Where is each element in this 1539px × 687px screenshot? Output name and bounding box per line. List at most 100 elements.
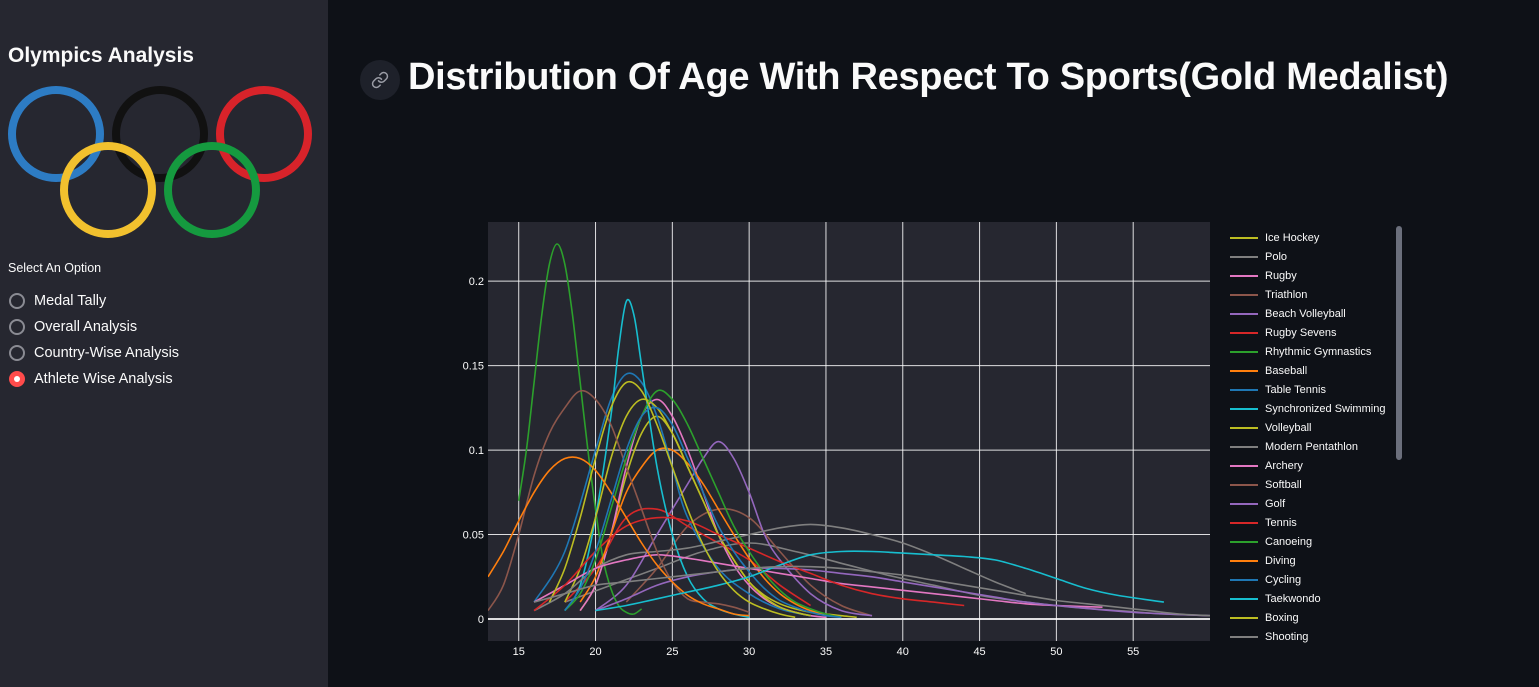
radio-circle-icon[interactable] [9,345,25,361]
legend-item[interactable]: Volleyball [1230,418,1395,437]
legend-label: Synchronized Swimming [1265,402,1386,415]
legend-label: Golf [1265,497,1286,510]
ring-yellow [60,142,156,238]
legend-swatch [1230,635,1258,638]
legend-item[interactable]: Shooting [1230,627,1395,646]
option-radio-group: Medal Tally Overall Analysis Country-Wise … [9,288,179,392]
legend-swatch [1230,559,1258,562]
legend-item[interactable]: Rugby [1230,266,1395,285]
x-tick-label: 40 [897,646,909,658]
legend-item[interactable]: Archery [1230,456,1395,475]
legend-swatch [1230,369,1258,372]
legend-item[interactable]: Canoeing [1230,532,1395,551]
legend-swatch [1230,293,1258,296]
legend-swatch [1230,445,1258,448]
legend-swatch [1230,502,1258,505]
legend-swatch [1230,255,1258,258]
x-tick-label: 20 [589,646,601,658]
x-tick-label: 45 [973,646,985,658]
radio-option[interactable]: Overall Analysis [9,314,179,340]
x-tick-label: 50 [1050,646,1062,658]
legend-scrollbar[interactable] [1396,226,1402,460]
legend-swatch [1230,350,1258,353]
legend-label: Rhythmic Gymnastics [1265,345,1372,358]
legend-item[interactable]: Tennis [1230,513,1395,532]
link-icon [371,71,389,89]
legend-label: Table Tennis [1265,383,1326,396]
legend-item[interactable]: Synchronized Swimming [1230,399,1395,418]
legend-label: Volleyball [1265,421,1312,434]
series-line-table-tennis [533,372,811,617]
series-line-beach-volleyball [594,440,873,617]
legend-label: Canoeing [1265,535,1313,548]
radio-option-label: Country-Wise Analysis [34,345,180,361]
chart-legend[interactable]: Ice Hockey Polo Rugby Triathlon Beach Volley… [1230,228,1395,646]
series-line-diving [488,456,750,617]
ring-black [112,86,208,182]
radio-option[interactable]: Athlete Wise Analysis [9,366,179,392]
legend-label: Baseball [1265,364,1308,377]
legend-item[interactable]: Table Tennis [1230,380,1395,399]
legend-item[interactable]: Taekwondo [1230,589,1395,608]
y-tick-label: 0.15 [463,361,484,373]
radio-circle-icon[interactable] [9,371,25,387]
y-tick-label: 0.1 [469,445,484,457]
plot-area [488,222,1210,641]
legend-item[interactable]: Rugby Sevens [1230,323,1395,342]
legend-item[interactable]: Boxing [1230,608,1395,627]
series-line-boxing [548,380,796,619]
legend-item[interactable]: Beach Volleyball [1230,304,1395,323]
ring-green [164,142,260,238]
legend-item[interactable]: Cycling [1230,570,1395,589]
legend-item[interactable]: Triathlon [1230,285,1395,304]
legend-item[interactable]: Baseball [1230,361,1395,380]
x-tick-label: 15 [513,646,525,658]
legend-swatch [1230,312,1258,315]
x-tick-label: 25 [666,646,678,658]
series-line-canoeing [564,389,842,619]
legend-swatch [1230,407,1258,410]
olympic-rings-logo [8,86,312,238]
radio-option-label: Medal Tally [34,293,107,309]
series-line-cycling [564,406,842,619]
legend-label: Modern Pentathlon [1265,440,1358,453]
series-line-rhythmic-gymnastics [517,243,643,615]
legend-label: Shooting [1265,630,1309,643]
page-title: Distribution Of Age With Respect To Spor… [408,56,1449,98]
legend-swatch [1230,331,1258,334]
age-distribution-chart[interactable]: 15 20 25 30 35 40 45 50 55 0 0.05 0.1 0.15 0.2 [440,210,1220,658]
series-line-synchronized-swimming [564,298,750,619]
legend-swatch [1230,540,1258,543]
ring-red [216,86,312,182]
y-tick-label: 0 [478,614,484,626]
legend-swatch [1230,483,1258,486]
legend-item[interactable]: Golf [1230,494,1395,513]
radio-circle-icon[interactable] [9,293,25,309]
radio-circle-icon[interactable] [9,319,25,335]
series-line-archery [533,553,1103,608]
legend-label: Triathlon [1265,288,1308,301]
legend-item[interactable]: Ice Hockey [1230,228,1395,247]
radio-option-label: Overall Analysis [34,319,138,335]
legend-label: Archery [1265,459,1303,472]
legend-label: Diving [1265,554,1296,567]
radio-option[interactable]: Country-Wise Analysis [9,340,179,366]
series-line-shooting [533,565,1210,617]
select-option-label: Select An Option [8,261,102,275]
legend-item[interactable]: Softball [1230,475,1395,494]
legend-item[interactable]: Diving [1230,551,1395,570]
radio-option[interactable]: Medal Tally [9,288,179,314]
legend-item[interactable]: Rhythmic Gymnastics [1230,342,1395,361]
radio-option-label: Athlete Wise Analysis [34,371,173,387]
legend-label: Rugby Sevens [1265,326,1337,339]
legend-label: Tennis [1265,516,1297,529]
anchor-link-button[interactable] [360,60,400,100]
legend-label: Taekwondo [1265,592,1321,605]
legend-swatch [1230,578,1258,581]
y-tick-label: 0.05 [463,530,484,542]
series-line-golf [595,567,1210,617]
legend-label: Beach Volleyball [1265,307,1346,320]
x-tick-label: 30 [743,646,755,658]
legend-item[interactable]: Polo [1230,247,1395,266]
legend-item[interactable]: Modern Pentathlon [1230,437,1395,456]
